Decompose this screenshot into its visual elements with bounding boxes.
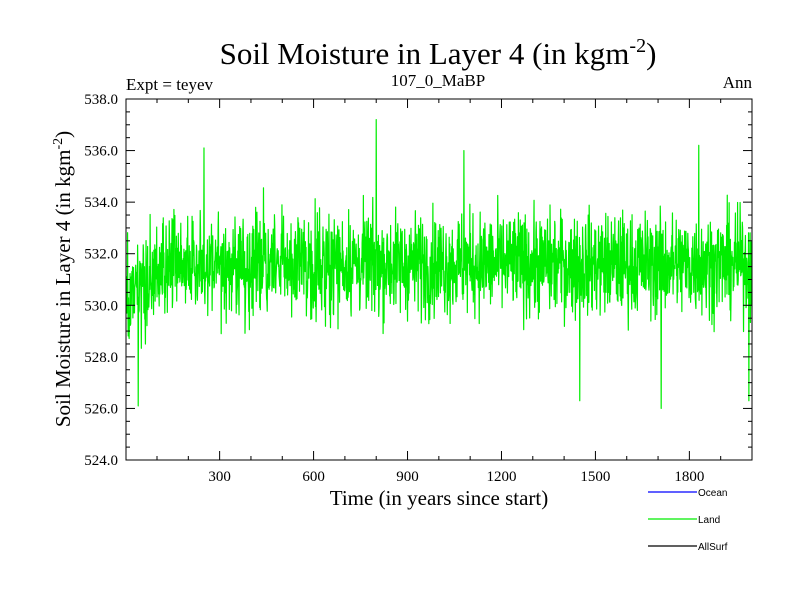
y-tick-label: 538.0 <box>84 92 118 108</box>
y-axis-label: Soil Moisture in Layer 4 (in kgm-2) <box>51 131 75 427</box>
y-tick-label: 534.0 <box>84 195 118 211</box>
y-tick-label: 528.0 <box>84 350 118 366</box>
legend-label-land: Land <box>698 515 720 526</box>
x-tick-label: 1800 <box>674 469 704 485</box>
x-axis-label: Time (in years since start) <box>330 486 549 510</box>
axis-layer: 524.0 526.0 528.0 530.0 532.0 534.0 536.0 538.0… <box>84 92 752 485</box>
legend: Ocean Land AllSurf <box>648 488 728 553</box>
legend-label-ocean: Ocean <box>698 488 727 499</box>
subtitle-center: 107_0_MaBP <box>391 71 485 90</box>
x-tick-label: 600 <box>302 469 325 485</box>
x-tick-label: 1200 <box>486 469 516 485</box>
x-tick-label: 900 <box>396 469 419 485</box>
chart-title: Soil Moisture in Layer 4 (in kgm-2) <box>220 35 657 71</box>
subtitle-left: Expt = teyev <box>126 75 214 94</box>
series-layer <box>126 119 752 410</box>
x-tick-label: 1500 <box>580 469 610 485</box>
y-tick-label: 532.0 <box>84 247 118 263</box>
y-tick-label: 524.0 <box>84 453 118 469</box>
series-line-land <box>126 119 752 410</box>
y-tick-label: 530.0 <box>84 298 118 314</box>
y-tick-label: 526.0 <box>84 401 118 417</box>
x-tick-label: 300 <box>208 469 231 485</box>
subtitle-right: Ann <box>723 73 753 92</box>
legend-label-allsurf: AllSurf <box>698 542 728 553</box>
y-tick-label: 536.0 <box>84 144 118 160</box>
